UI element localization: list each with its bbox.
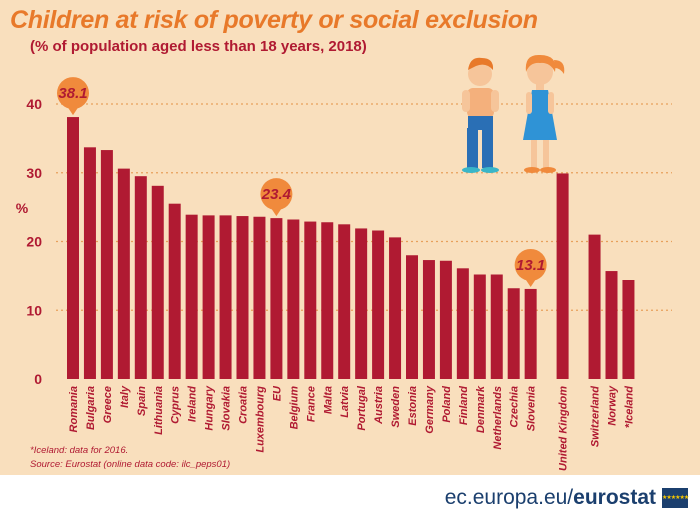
bar [253,216,266,379]
callout-bubble [514,248,547,281]
x-tick-label: France [305,386,317,422]
x-tick-label: Germany [424,385,436,434]
bar [151,185,164,379]
x-tick-label: Lithuania [153,386,165,435]
x-tick-label: Estonia [407,386,419,426]
bar [236,216,249,379]
children-illustration [462,54,565,173]
x-tick-label: Greece [102,386,114,423]
bar [605,271,618,379]
bar [406,255,418,379]
bar [287,219,300,379]
callout: 38.1 [57,77,89,116]
eu-flag-icon: ★★★★★★ [662,488,689,508]
bar [67,117,79,379]
y-axis-label: % [16,200,29,216]
bar [117,168,130,379]
girl-figure [523,54,565,173]
y-tick-label: 30 [26,165,42,181]
callout: 23.4 [260,178,293,217]
y-tick-label: 0 [34,371,42,387]
data-label: 13.1 [516,257,545,274]
x-tick-label: Switzerland [590,386,602,447]
x-tick-label: Poland [441,386,453,423]
footnote-source: Source: Eurostat (online data code: ilc_… [30,459,231,470]
eurostat-footer: ec.europa.eu/eurostat ★★★★★★ [445,486,690,510]
bar [134,176,147,379]
x-tick-label: Portugal [356,385,368,431]
x-tick-label: Ireland [187,386,199,422]
x-tick-label: Denmark [475,385,487,433]
bar-chart: 0 10 20 30 40% Romania Bulgaria Greece Italy Spa… [16,54,672,471]
x-tick-label: Luxembourg [254,386,266,453]
x-tick-label: Hungary [204,385,216,431]
bar [219,215,232,379]
x-tick-label: United Kingdom [558,386,570,471]
bar [622,280,635,379]
bar [100,150,113,379]
bar [473,274,486,379]
bar [270,218,283,379]
boy-figure [462,57,499,173]
x-tick-label: Austria [373,386,385,425]
footer-domain: ec.europa.eu/ [444,486,574,509]
bar [355,228,368,379]
bar [185,214,198,379]
x-tick-label: Netherlands [492,386,504,450]
bar [338,224,351,379]
data-label: 23.4 [261,186,292,203]
y-tick-label: 40 [26,96,42,112]
x-tick-label: *Iceland [623,386,635,428]
bar [422,260,435,379]
bar [372,230,385,379]
bar [588,234,601,379]
bars [67,117,635,379]
x-tick-label: Romania [68,386,80,432]
bar [304,221,317,379]
x-tick-label: Croatia [238,386,250,424]
bar [321,222,334,379]
bar [83,147,96,379]
callouts: 38.1 23.4 13.1 [57,77,547,287]
bar [490,274,503,379]
bar [524,288,537,379]
x-tick-label: Finland [458,386,470,425]
x-tick-label: Malta [322,386,334,414]
footnote-iceland: *Iceland: data for 2016. [30,445,129,456]
footer-url[interactable]: ec.europa.eu/eurostat [445,486,656,510]
x-tick-label: Slovenia [526,386,538,431]
x-tick-label: Bulgaria [85,386,97,430]
x-tick-label: Italy [119,385,131,408]
bar [202,215,215,379]
x-tick-label: Latvia [339,386,351,418]
x-tick-label: Czechia [509,386,521,428]
x-tick-label: Spain [136,386,148,416]
y-tick-label: 20 [26,234,42,250]
eu-flag-stars: ★★★★★★ [662,495,689,501]
data-label: 38.1 [58,85,87,102]
x-tick-label: Cyprus [170,386,182,424]
x-tick-label: Slovakia [221,386,233,431]
bar [556,173,569,379]
chart-subtitle: (% of population aged less than 18 years… [30,38,367,55]
bar [439,260,452,379]
bar [168,203,181,379]
x-tick-label: EU [271,385,283,401]
x-tick-label: Belgium [288,386,300,430]
callout-bubble [260,178,293,211]
x-tick-label: Sweden [390,386,402,428]
chart-title: Children at risk of poverty or social ex… [10,6,538,34]
bar [389,237,402,379]
category-labels: Romania Bulgaria Greece Italy Spain Lithuania… [68,385,635,471]
y-tick-label: 10 [26,302,42,318]
bar [507,288,520,379]
callout: 13.1 [514,248,547,287]
bar [456,268,469,379]
callout-bubble [57,77,89,110]
footer-brand: eurostat [573,486,656,509]
y-axis: 0 10 20 30 40% [16,96,42,387]
x-tick-label: Norway [607,385,619,426]
